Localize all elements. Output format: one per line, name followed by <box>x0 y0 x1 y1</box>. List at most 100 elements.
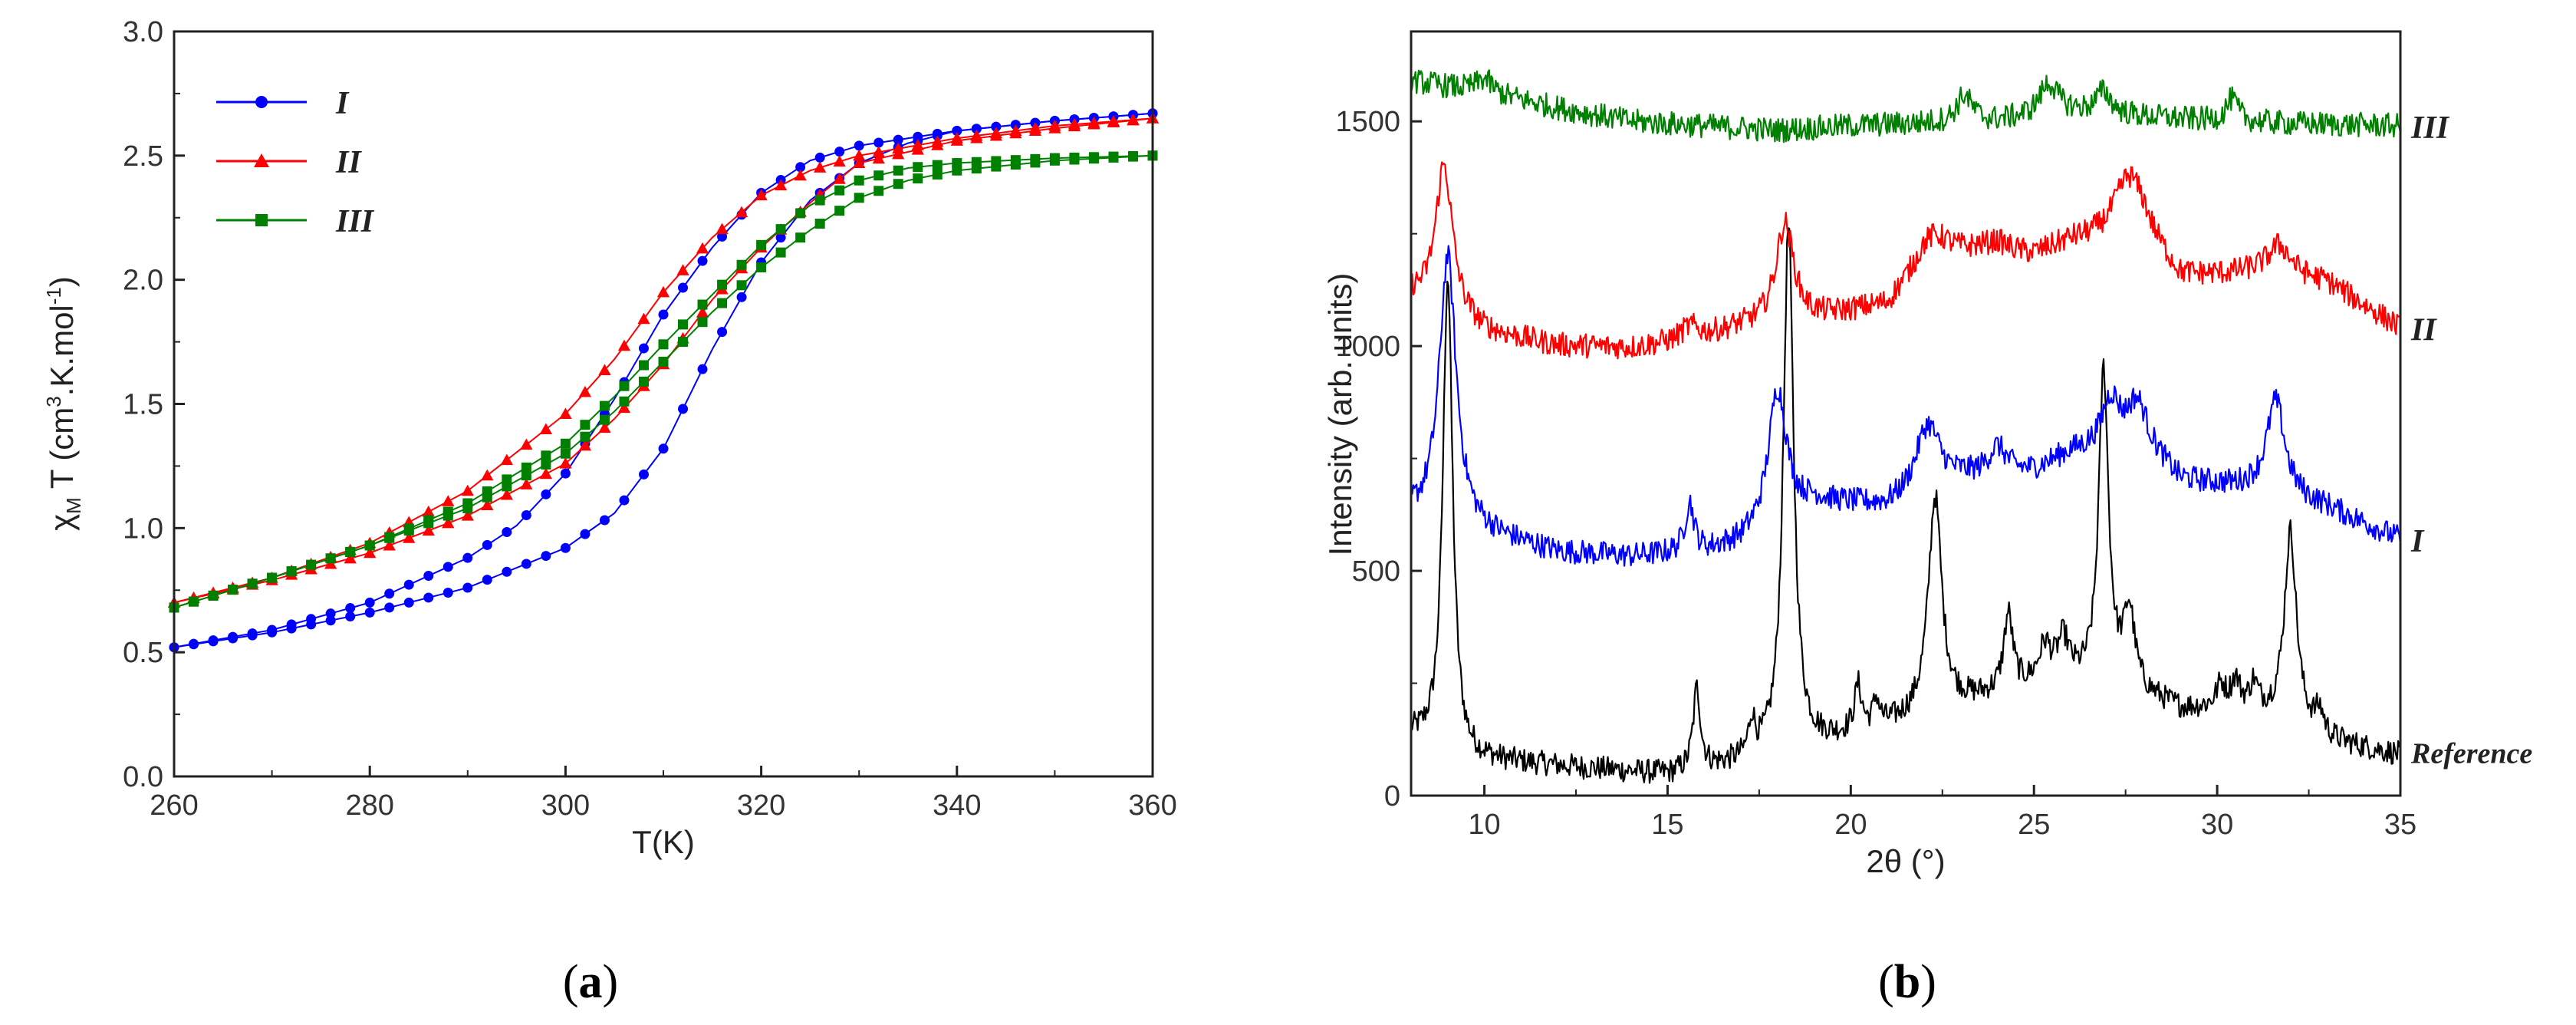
data-point-circle <box>462 582 473 593</box>
data-point-triangle <box>833 155 846 167</box>
data-point-triangle <box>637 312 650 325</box>
data-point-circle <box>228 631 239 642</box>
data-point-square <box>893 165 903 176</box>
data-point-square <box>932 160 943 170</box>
data-point-square <box>991 156 1002 166</box>
data-point-circle <box>580 529 591 539</box>
data-point-circle <box>795 162 806 173</box>
data-point-circle <box>541 489 551 499</box>
data-point-circle <box>345 603 356 614</box>
data-point-triangle <box>598 364 611 375</box>
data-point-square <box>345 546 356 557</box>
data-point-square <box>1049 153 1060 163</box>
data-point-circle <box>775 232 786 243</box>
data-point-triangle <box>481 499 494 511</box>
data-point-triangle <box>578 385 592 397</box>
data-point-square <box>658 339 669 350</box>
data-point-square <box>560 448 571 459</box>
a-series-III-heating-line <box>173 154 1153 608</box>
data-point-square <box>854 175 864 186</box>
data-point-square <box>580 431 591 442</box>
data-point-circle <box>834 147 845 157</box>
a-y-tick-label: 0.5 <box>123 637 163 669</box>
data-point-square <box>678 319 689 330</box>
data-point-triangle <box>1028 122 1042 133</box>
data-point-circle <box>502 566 512 577</box>
data-point-square <box>189 596 199 607</box>
b-x-tick-label: 35 <box>2384 809 2416 841</box>
b-pattern-I <box>1410 245 2402 567</box>
data-point-circle <box>423 570 434 581</box>
data-point-square <box>814 219 825 229</box>
a-y-tick-label: 2.5 <box>123 140 163 173</box>
data-point-circle <box>560 542 571 553</box>
panel-a-x-axis-title: T(K) <box>632 824 695 860</box>
panel-b-x-ticks: 10 15 20 25 30 35 <box>1468 785 2416 841</box>
a-x-tick-label: 300 <box>541 789 590 822</box>
data-point-square <box>678 337 689 348</box>
data-point-triangle <box>735 206 748 218</box>
data-point-triangle <box>461 484 474 496</box>
data-point-circle <box>403 579 414 590</box>
b-x-tick-label: 15 <box>1651 809 1683 841</box>
data-point-triangle <box>989 127 1002 139</box>
data-point-circle <box>913 131 923 142</box>
panel-b-plot-frame <box>1410 30 2402 797</box>
a-x-tick-label: 360 <box>1128 789 1176 822</box>
data-point-square <box>560 438 571 449</box>
data-point-square <box>1010 155 1021 166</box>
data-point-circle <box>658 443 669 454</box>
data-point-triangle <box>422 505 435 517</box>
data-point-triangle <box>794 169 807 181</box>
data-point-square <box>442 506 453 517</box>
data-point-triangle <box>931 135 944 147</box>
data-point-circle <box>971 124 982 134</box>
data-point-circle <box>502 527 512 538</box>
data-point-circle <box>932 128 943 139</box>
a-y-tick-label: 2.0 <box>123 265 163 297</box>
data-point-square <box>384 532 395 542</box>
data-point-square <box>913 173 923 184</box>
data-point-circle <box>873 137 884 148</box>
b-label-II: II <box>2410 313 2437 348</box>
panel-a-plot-frame <box>173 30 1154 778</box>
a-series-III-cooling <box>169 150 1158 613</box>
data-point-triangle <box>481 469 494 481</box>
data-point-square <box>619 396 630 407</box>
b-pattern-III <box>1410 69 2402 143</box>
data-point-circle <box>384 602 395 613</box>
data-point-triangle <box>500 453 513 466</box>
data-point-triangle <box>696 242 709 254</box>
data-point-circle <box>403 597 414 608</box>
data-point-square <box>717 298 728 308</box>
data-point-circle <box>814 152 825 163</box>
data-point-triangle <box>383 539 396 551</box>
a-x-tick-label: 340 <box>933 789 981 822</box>
data-point-triangle <box>1127 114 1140 125</box>
a-series-III <box>169 150 1158 613</box>
data-point-square <box>814 195 825 206</box>
a-y-tick-label: 3.0 <box>123 16 163 48</box>
data-point-triangle <box>755 189 768 201</box>
data-point-circle <box>599 515 610 526</box>
data-point-square <box>756 262 767 272</box>
data-point-triangle <box>1107 115 1120 127</box>
data-point-square <box>873 186 884 196</box>
data-point-circle <box>364 597 375 608</box>
data-point-triangle <box>814 161 827 173</box>
data-point-circle <box>482 539 492 550</box>
data-point-triangle <box>617 401 631 414</box>
data-point-circle <box>893 134 903 145</box>
data-point-triangle <box>853 157 866 169</box>
data-point-circle <box>325 608 336 619</box>
data-point-square <box>482 486 492 496</box>
data-point-square <box>541 450 551 461</box>
a-x-tick-label: 260 <box>150 789 198 822</box>
legend-label-II: II <box>335 145 362 180</box>
data-point-square <box>697 299 708 310</box>
data-point-triangle <box>539 467 553 480</box>
data-point-triangle <box>656 285 670 298</box>
data-point-circle <box>255 96 268 108</box>
panel-a-chart: 260 280 300 320 340 360 0.0 0.5 1.0 1.5 2.0 2.5 3.0… <box>42 16 1177 1008</box>
data-point-square <box>932 169 943 180</box>
